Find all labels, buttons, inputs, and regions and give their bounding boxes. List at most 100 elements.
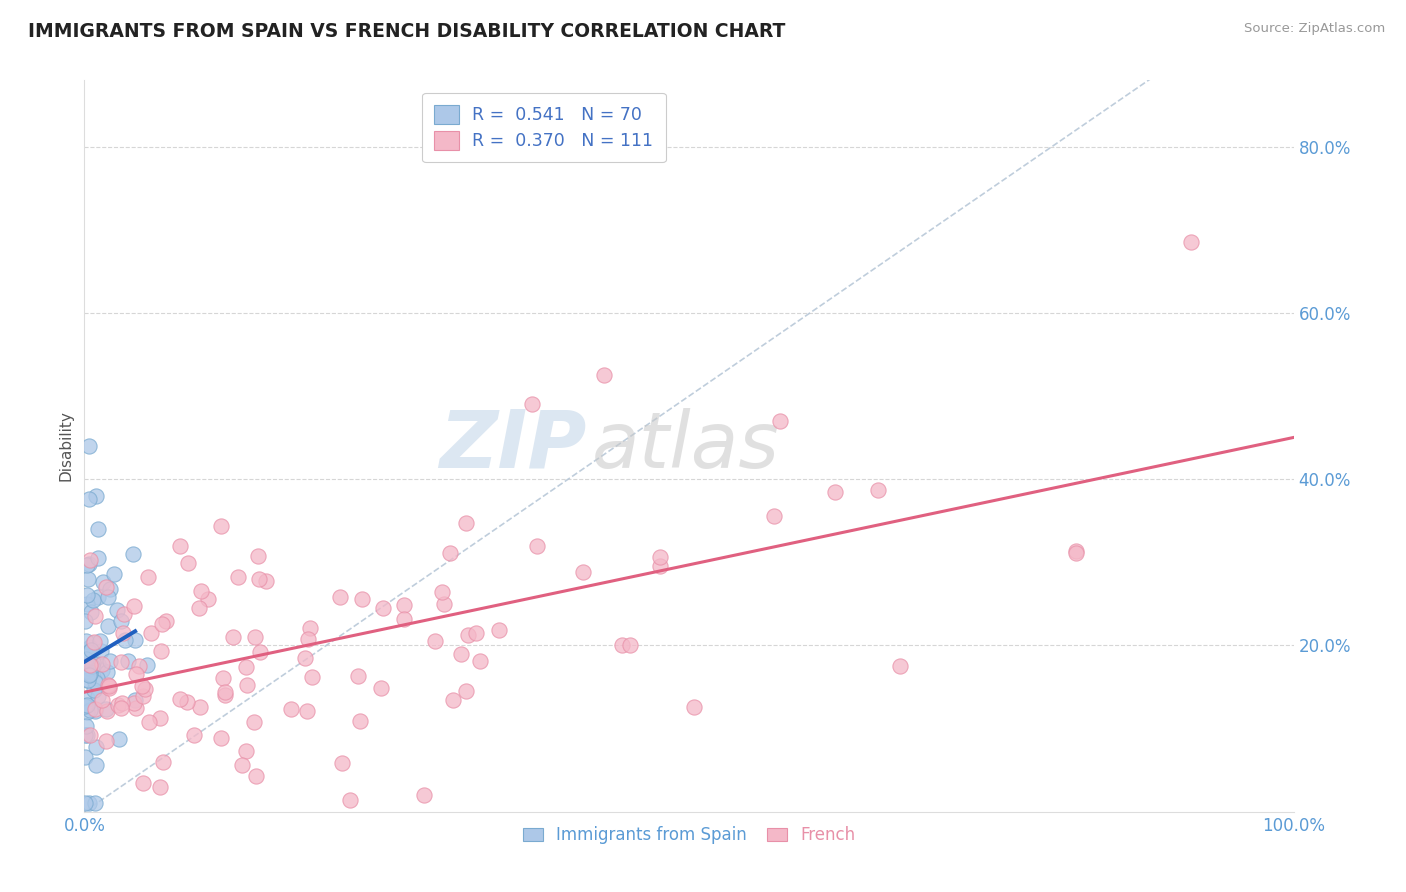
Point bbox=[619, 638, 641, 652]
Point bbox=[520, 397, 543, 411]
Point bbox=[125, 700, 148, 714]
Point bbox=[454, 516, 477, 530]
Point bbox=[235, 660, 257, 674]
Point bbox=[73, 646, 96, 660]
Point bbox=[73, 797, 96, 811]
Point bbox=[97, 590, 120, 604]
Point bbox=[295, 704, 318, 718]
Point bbox=[98, 582, 121, 597]
Point bbox=[190, 583, 212, 598]
Point bbox=[75, 633, 97, 648]
Point bbox=[83, 682, 105, 697]
Point bbox=[571, 565, 593, 579]
Point bbox=[188, 601, 211, 615]
Point bbox=[197, 592, 219, 607]
Point bbox=[456, 684, 478, 698]
Y-axis label: Disability: Disability bbox=[58, 410, 73, 482]
Point bbox=[75, 719, 97, 733]
Point bbox=[413, 788, 436, 802]
Point bbox=[105, 603, 128, 617]
Point bbox=[80, 606, 103, 620]
Point bbox=[112, 626, 135, 640]
Point bbox=[824, 485, 846, 500]
Point bbox=[176, 557, 198, 571]
Point bbox=[87, 550, 110, 565]
Point bbox=[73, 749, 96, 764]
Point bbox=[298, 621, 321, 635]
Point bbox=[112, 607, 135, 621]
Point bbox=[84, 608, 107, 623]
Point bbox=[330, 756, 353, 770]
Point bbox=[94, 701, 117, 715]
Point bbox=[110, 701, 132, 715]
Point bbox=[468, 654, 491, 668]
Point bbox=[648, 549, 671, 564]
Point bbox=[76, 728, 98, 742]
Point bbox=[82, 593, 104, 607]
Point bbox=[76, 572, 98, 586]
Point bbox=[96, 665, 118, 680]
Point bbox=[139, 625, 162, 640]
Point bbox=[868, 483, 890, 498]
Point bbox=[77, 668, 100, 682]
Point bbox=[122, 696, 145, 710]
Point bbox=[79, 640, 101, 654]
Point bbox=[131, 679, 153, 693]
Point bbox=[114, 632, 136, 647]
Point bbox=[231, 757, 253, 772]
Point bbox=[94, 580, 117, 594]
Point bbox=[526, 540, 548, 554]
Point bbox=[77, 645, 100, 659]
Point bbox=[122, 547, 145, 561]
Point bbox=[249, 645, 271, 659]
Point bbox=[347, 669, 370, 683]
Point bbox=[91, 657, 114, 671]
Point bbox=[214, 688, 236, 702]
Point bbox=[124, 693, 146, 707]
Point bbox=[98, 654, 121, 668]
Point bbox=[132, 690, 155, 704]
Text: Source: ZipAtlas.com: Source: ZipAtlas.com bbox=[1244, 22, 1385, 36]
Point bbox=[76, 661, 98, 675]
Point bbox=[76, 705, 98, 719]
Point bbox=[93, 575, 115, 590]
Point bbox=[254, 574, 277, 588]
Point bbox=[79, 658, 101, 673]
Point bbox=[79, 728, 101, 742]
Point bbox=[339, 793, 361, 807]
Point bbox=[80, 658, 103, 673]
Point bbox=[75, 728, 97, 742]
Point bbox=[83, 701, 105, 715]
Point bbox=[128, 659, 150, 673]
Point bbox=[245, 769, 267, 783]
Point bbox=[125, 667, 148, 681]
Point bbox=[94, 734, 117, 748]
Point bbox=[86, 522, 108, 536]
Point bbox=[134, 681, 156, 696]
Point bbox=[90, 644, 112, 658]
Point bbox=[236, 678, 259, 692]
Point bbox=[150, 617, 173, 632]
Point bbox=[209, 518, 232, 533]
Point bbox=[228, 570, 250, 584]
Point bbox=[169, 539, 191, 553]
Point bbox=[763, 508, 786, 523]
Point bbox=[79, 557, 101, 571]
Point bbox=[209, 731, 232, 746]
Point bbox=[82, 636, 104, 650]
Point bbox=[76, 597, 98, 611]
Point bbox=[349, 714, 371, 728]
Point bbox=[75, 647, 97, 661]
Point bbox=[247, 572, 270, 586]
Point bbox=[280, 702, 302, 716]
Point bbox=[450, 647, 472, 661]
Point bbox=[150, 644, 173, 658]
Point bbox=[152, 755, 174, 769]
Point bbox=[214, 685, 236, 699]
Point bbox=[84, 757, 107, 772]
Point bbox=[329, 590, 352, 604]
Point bbox=[79, 797, 101, 811]
Point bbox=[188, 700, 211, 714]
Point bbox=[107, 698, 129, 713]
Point bbox=[221, 630, 243, 644]
